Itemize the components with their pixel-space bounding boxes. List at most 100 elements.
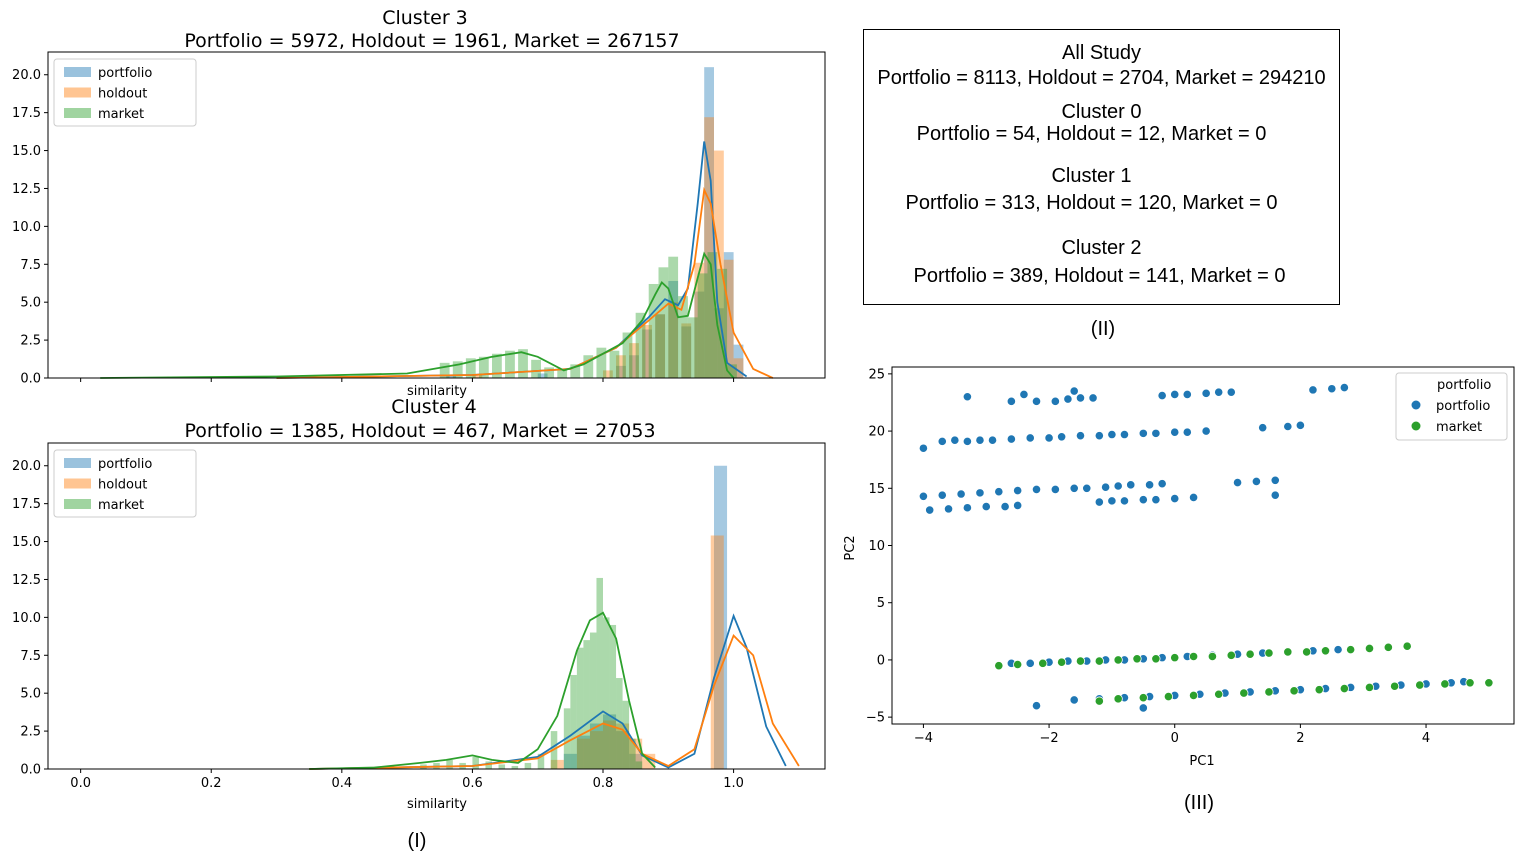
bar-holdout — [629, 738, 643, 769]
y-tick-label: 5 — [877, 596, 885, 611]
summary-line: Cluster 2 — [1061, 237, 1142, 259]
point-portfolio — [1013, 485, 1023, 496]
point-portfolio — [981, 501, 991, 512]
legend-swatch-portfolio — [64, 458, 91, 468]
point-portfolio — [1270, 490, 1280, 500]
point-portfolio — [1119, 429, 1130, 440]
point-portfolio — [1006, 396, 1016, 406]
bar-market — [452, 361, 463, 378]
legend-label-holdout: holdout — [98, 478, 147, 493]
point-market — [1214, 689, 1224, 699]
y-tick-label: 10.0 — [12, 220, 41, 235]
legend-label-portfolio: portfolio — [1436, 399, 1490, 414]
point-portfolio — [956, 489, 966, 499]
kde-line-portfolio — [309, 613, 787, 770]
point-portfolio — [1170, 389, 1180, 400]
summary-line: Cluster 1 — [1051, 165, 1132, 187]
point-portfolio — [1226, 387, 1236, 397]
point-market — [1138, 693, 1148, 703]
point-market — [1188, 690, 1199, 700]
bar-market — [570, 674, 577, 769]
bar-market — [717, 268, 728, 378]
kde-line-market — [100, 251, 735, 379]
x-tick-label: 0.6 — [462, 776, 483, 791]
point-market — [1383, 642, 1393, 652]
point-market — [1188, 651, 1199, 662]
point-portfolio — [1044, 433, 1054, 443]
bar-market — [544, 367, 555, 378]
point-market — [1239, 688, 1249, 698]
y-tick-label: 0 — [877, 653, 885, 668]
x-tick-label: 0.0 — [70, 776, 91, 791]
point-portfolio — [1251, 476, 1262, 487]
x-axis-label: similarity — [407, 384, 467, 399]
point-market — [1314, 685, 1324, 695]
point-portfolio — [1333, 645, 1343, 655]
x-axis-label: PC1 — [1189, 754, 1214, 769]
point-portfolio — [1119, 496, 1130, 506]
bar-holdout — [629, 343, 639, 378]
bar-market — [697, 273, 708, 378]
y-tick-label: 5.0 — [20, 296, 41, 311]
bar-holdout — [655, 314, 666, 378]
panel-label-1: (I) — [408, 830, 427, 852]
point-portfolio — [1201, 388, 1211, 398]
scatter-pca: −5 0 5 10 15 20 25 −4 −2 0 2 4 portfolio portfolio mar… — [843, 366, 1515, 769]
y-tick-label: 2.5 — [20, 334, 41, 349]
bar-market — [511, 765, 519, 769]
panel-label-2: (II) — [1091, 318, 1115, 340]
legend-box — [1395, 372, 1508, 441]
legend-label-market: market — [1436, 420, 1482, 435]
point-portfolio — [1138, 703, 1148, 713]
point-market — [1038, 658, 1048, 668]
bar-holdout — [603, 720, 617, 769]
point-portfolio — [1006, 434, 1016, 444]
point-market — [1289, 686, 1299, 696]
y-tick-label: 10 — [868, 539, 885, 554]
point-portfolio — [1069, 695, 1079, 705]
point-portfolio — [994, 487, 1004, 497]
bar-portfolio — [589, 723, 603, 769]
point-portfolio — [1157, 391, 1167, 401]
plot-frame — [47, 442, 826, 770]
point-portfolio — [1019, 389, 1029, 400]
bar-market — [557, 368, 568, 378]
y-tick-label: 7.5 — [20, 649, 41, 664]
bar-portfolio — [629, 753, 643, 769]
bar-market — [472, 756, 479, 769]
legend-box — [53, 58, 197, 127]
point-market — [1151, 654, 1161, 664]
point-portfolio — [1151, 495, 1161, 505]
y-tick-label: 20 — [868, 425, 885, 440]
bar-market — [629, 738, 636, 769]
point-portfolio — [950, 435, 960, 445]
point-portfolio — [1283, 421, 1293, 432]
point-portfolio — [1107, 429, 1117, 440]
point-portfolio — [975, 488, 985, 498]
point-portfolio — [1182, 389, 1192, 400]
point-portfolio — [962, 392, 972, 402]
point-portfolio — [1327, 384, 1337, 394]
point-portfolio — [1339, 382, 1349, 393]
point-market — [1170, 653, 1180, 663]
y-tick-label: 12.5 — [12, 573, 41, 588]
point-market — [1465, 678, 1475, 688]
bar-holdout — [710, 535, 724, 769]
y-tick-label: 20.0 — [12, 459, 41, 474]
bar-market — [658, 267, 669, 378]
point-market — [1013, 659, 1023, 670]
y-tick-label: 0.0 — [20, 763, 41, 778]
summary-box: All Study Portfolio = 8113, Holdout = 27… — [863, 29, 1340, 305]
point-portfolio — [1126, 480, 1136, 490]
bar-market — [524, 762, 532, 769]
bar-portfolio — [537, 373, 548, 378]
x-tick-label: −4 — [914, 731, 933, 746]
point-portfolio — [1170, 493, 1180, 504]
y-tick-label: 12.5 — [12, 182, 41, 197]
legend-label-portfolio: portfolio — [98, 66, 152, 81]
legend-swatch-portfolio — [64, 67, 91, 77]
panel-label-3: (III) — [1184, 792, 1214, 814]
bar-holdout — [576, 738, 590, 769]
point-market — [1113, 694, 1123, 704]
bar-market — [687, 317, 698, 378]
